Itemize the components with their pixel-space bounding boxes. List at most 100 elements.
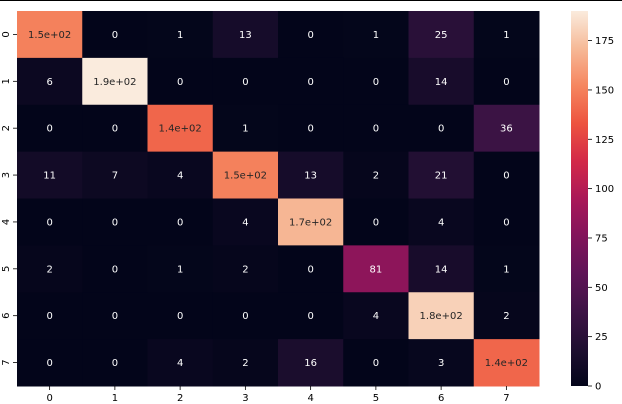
cell-annotation: 14 [435, 264, 448, 275]
heatmap-cell [278, 245, 344, 293]
y-tick-label: 5 [1, 266, 12, 272]
cell-annotation: 1.5e+02 [28, 30, 71, 41]
heatmap-cell [82, 151, 148, 199]
heatmap-cell [82, 198, 148, 246]
cell-annotation: 1 [373, 30, 379, 41]
colorbar-tick-label: 150 [595, 85, 614, 96]
y-tick-label: 1 [1, 78, 12, 84]
heatmap-cell [212, 292, 279, 340]
cell-annotation: 13 [239, 30, 252, 41]
colorbar-tick-label: 100 [595, 184, 614, 195]
cell-annotation: 1.7e+02 [289, 217, 332, 228]
cell-annotation: 1.5e+02 [224, 171, 267, 182]
cell-annotation: 81 [370, 264, 383, 275]
cell-annotation: 0 [503, 77, 509, 88]
cell-annotation: 0 [438, 124, 444, 135]
cell-annotation: 0 [373, 124, 379, 135]
heatmap-cell [343, 57, 409, 106]
cell-annotation: 1.4e+02 [485, 358, 528, 369]
x-tick-label: 6 [438, 393, 444, 404]
heatmap-cell [408, 245, 475, 293]
heatmap-cell [343, 245, 409, 293]
x-tick-label: 1 [112, 393, 118, 404]
cell-annotation: 2 [503, 311, 509, 322]
cell-annotation: 0 [112, 264, 118, 275]
heatmap-cell [147, 339, 214, 387]
cell-annotation: 13 [304, 171, 317, 182]
x-tick-label: 3 [242, 393, 248, 404]
colorbar-tick-label: 25 [595, 332, 608, 343]
heatmap-cell [343, 339, 409, 387]
heatmap-cell [408, 11, 475, 59]
cell-annotation: 4 [177, 171, 183, 182]
heatmap-cell [408, 339, 475, 387]
y-tick-label: 3 [1, 172, 12, 178]
heatmap-cell [147, 292, 214, 340]
cell-annotation: 4 [242, 217, 248, 228]
cell-annotation: 0 [242, 311, 248, 322]
heatmap-cell [278, 339, 344, 387]
heatmap-cell [82, 339, 148, 387]
cell-annotation: 0 [242, 77, 248, 88]
top-border [0, 0, 622, 1]
colorbar [571, 11, 588, 386]
colorbar-tick-label: 175 [595, 36, 614, 47]
heatmap-cell [147, 104, 214, 153]
heatmap-cell [473, 104, 540, 153]
heatmap-cell [278, 11, 344, 59]
cell-annotation: 2 [46, 264, 52, 275]
heatmap-cell [212, 198, 279, 246]
heatmap-cell [278, 198, 344, 246]
x-tick-label: 5 [373, 393, 379, 404]
heatmap-cell [82, 11, 148, 59]
cell-annotation: 16 [304, 358, 317, 369]
heatmap-cell [212, 11, 279, 59]
cell-annotation: 1 [177, 30, 183, 41]
heatmap-cell [343, 198, 409, 246]
cell-annotation: 4 [177, 358, 183, 369]
heatmap-cell [278, 104, 344, 153]
heatmap-cell [473, 245, 540, 293]
cell-annotation: 0 [177, 217, 183, 228]
heatmap-cell [17, 11, 83, 59]
heatmap-cell [408, 151, 475, 199]
cell-annotation: 1.9e+02 [93, 77, 136, 88]
heatmap-cell [147, 151, 214, 199]
cell-annotation: 21 [435, 171, 448, 182]
heatmap-cell [17, 339, 83, 387]
heatmap-cell [17, 104, 83, 153]
heatmap-cell [147, 245, 214, 293]
x-tick-label: 4 [307, 393, 313, 404]
heatmap-cell [82, 57, 148, 106]
colorbar-tick-label: 75 [595, 233, 608, 244]
cell-annotation: 0 [307, 264, 313, 275]
y-tick-label: 7 [1, 359, 12, 365]
heatmap-cell [473, 11, 540, 59]
cell-annotation: 0 [177, 77, 183, 88]
cell-annotation: 0 [373, 217, 379, 228]
cell-annotation: 0 [112, 217, 118, 228]
x-tick-label: 0 [46, 393, 52, 404]
heatmap-cell [473, 339, 540, 387]
heatmap-cell [212, 245, 279, 293]
heatmap-cell [408, 198, 475, 246]
heatmap-cell [408, 104, 475, 153]
heatmap-cell [17, 292, 83, 340]
heatmap-cell [82, 104, 148, 153]
cell-annotation: 1 [177, 264, 183, 275]
heatmap-cell [473, 198, 540, 246]
cell-annotation: 0 [46, 358, 52, 369]
cell-annotation: 0 [177, 311, 183, 322]
cell-annotation: 6 [46, 77, 52, 88]
heatmap-cell [408, 57, 475, 106]
cell-annotation: 36 [500, 124, 513, 135]
cell-annotation: 2 [242, 264, 248, 275]
cell-annotation: 0 [112, 358, 118, 369]
heatmap-cell [212, 339, 279, 387]
y-tick-label: 4 [1, 219, 12, 225]
cell-annotation: 2 [373, 171, 379, 182]
heatmap-cell [343, 151, 409, 199]
heatmap-cell [212, 151, 279, 199]
heatmap-cell [147, 198, 214, 246]
